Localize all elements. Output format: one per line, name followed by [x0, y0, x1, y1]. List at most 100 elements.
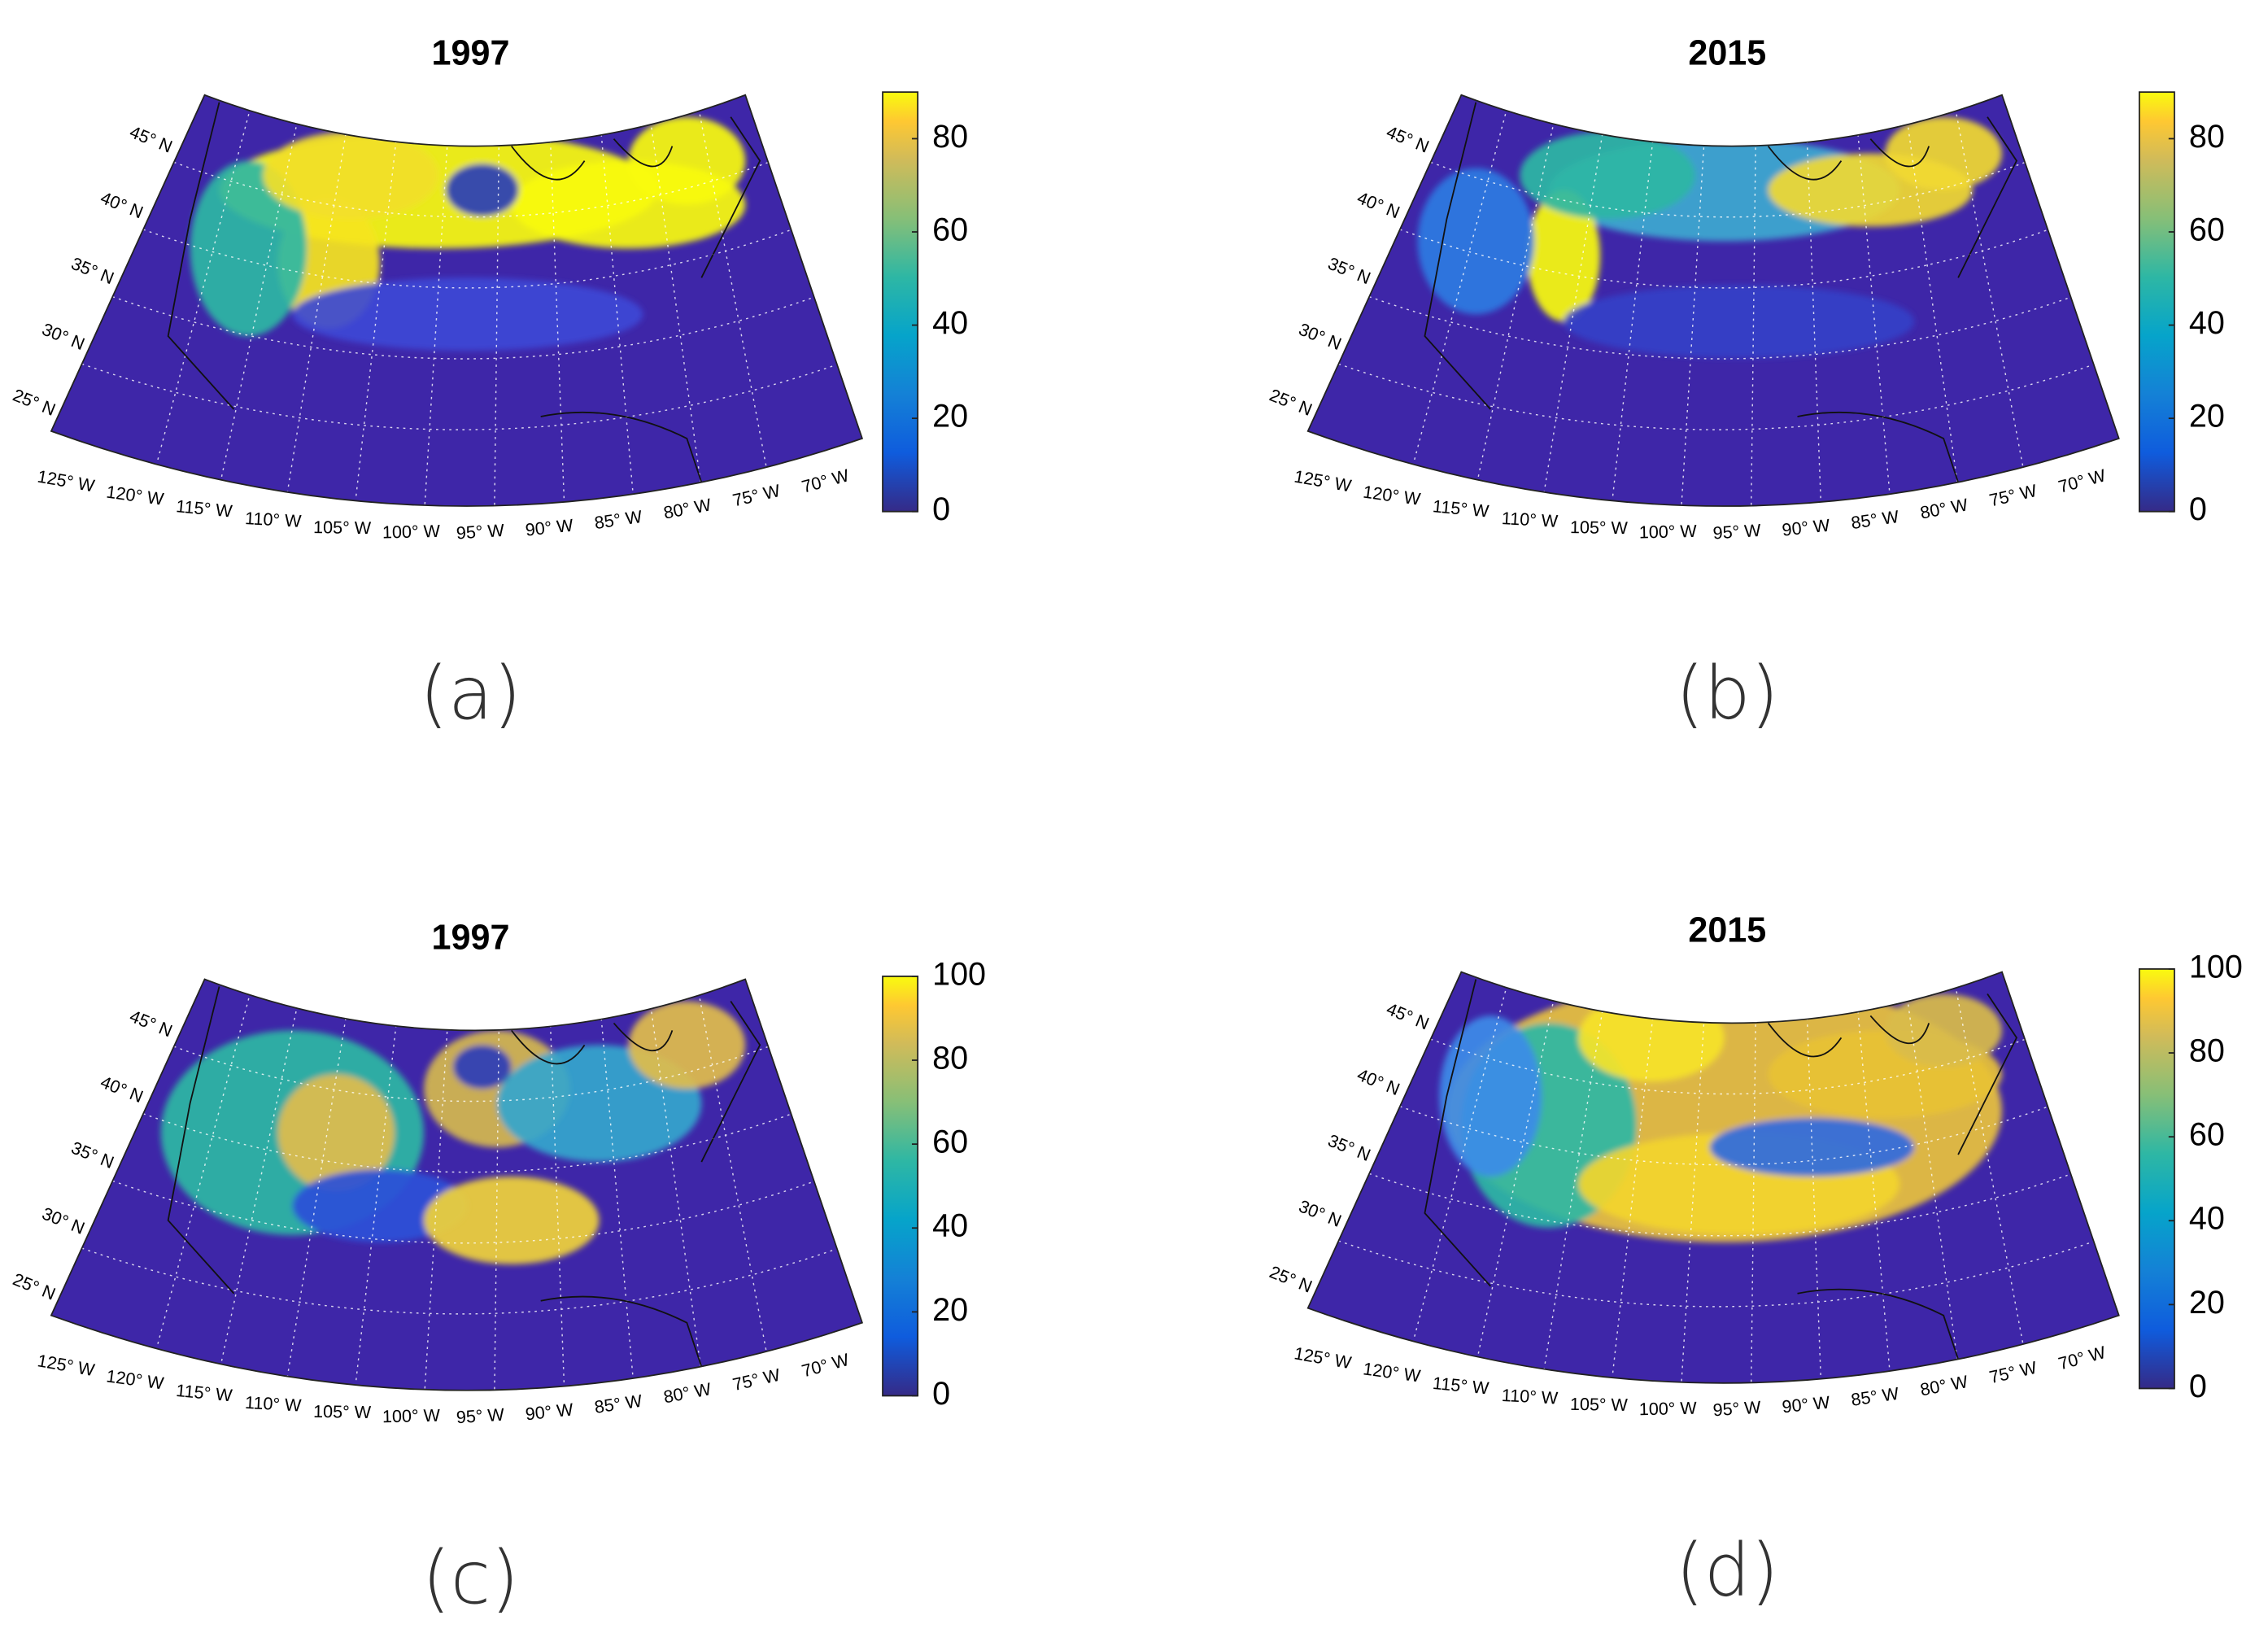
field-region: [263, 131, 438, 220]
lon-label: 90° W: [1781, 1391, 1831, 1417]
lat-label: 35° N: [68, 1137, 117, 1172]
lon-label: 80° W: [1918, 494, 1969, 522]
lat-label: 45° N: [127, 1006, 176, 1041]
lon-label: 125° W: [36, 466, 97, 496]
lat-label: 35° N: [68, 253, 117, 288]
lat-label: 40° N: [98, 1072, 146, 1107]
lon-label: 120° W: [1362, 1358, 1422, 1386]
lon-label: 70° W: [800, 465, 852, 497]
lat-label: 35° N: [1325, 253, 1374, 288]
lon-label: 105° W: [313, 517, 372, 538]
parallel: [112, 295, 816, 360]
map-field: [1417, 116, 2002, 359]
panel-label: (c): [422, 1536, 519, 1621]
panel-title: 1997: [432, 34, 510, 73]
colorbar-label: 20: [932, 1292, 968, 1328]
field-region: [1885, 116, 2002, 190]
lat-label: 40° N: [1354, 187, 1403, 222]
field-region: [452, 1045, 512, 1089]
colorbar-label: 0: [932, 1376, 950, 1412]
meridian: [1455, 94, 1560, 507]
lon-label: 115° W: [1432, 496, 1490, 522]
lon-label: 70° W: [800, 1349, 852, 1382]
lon-label: 90° W: [1781, 515, 1831, 540]
lon-label: 110° W: [244, 508, 302, 531]
lat-label: 30° N: [39, 319, 88, 354]
field-region: [1885, 993, 2002, 1068]
lon-label: 110° W: [244, 1392, 302, 1416]
colorbar-label: 60: [932, 212, 968, 247]
meridian: [198, 94, 304, 507]
map-frame: [50, 978, 864, 1391]
coastline: [167, 102, 761, 483]
field-region: [424, 1177, 600, 1264]
lon-label: 100° W: [1639, 1398, 1698, 1420]
lon-label: 90° W: [525, 1399, 575, 1424]
lon-label: 105° W: [313, 1401, 372, 1422]
panel-title: 2015: [1688, 910, 1766, 950]
colorbar-label: 40: [932, 1208, 968, 1244]
meridian: [493, 979, 500, 1391]
lat-label: 30° N: [1296, 319, 1345, 354]
colorbar-label: 0: [2189, 491, 2207, 527]
lon-label: 110° W: [1501, 508, 1559, 531]
lon-label: 105° W: [1570, 517, 1629, 538]
lon-label: 85° W: [593, 506, 644, 533]
field-region: [292, 1169, 468, 1242]
lat-label: 40° N: [1354, 1064, 1403, 1099]
lon-label: 120° W: [1362, 482, 1422, 509]
meridian: [1455, 972, 1560, 1383]
field-region: [1439, 1015, 1542, 1177]
lon-label: 90° W: [525, 515, 575, 540]
lon-label: 75° W: [1987, 1357, 2039, 1388]
lon-label: 115° W: [175, 496, 233, 522]
colorbar: [2138, 968, 2175, 1390]
meridian: [419, 979, 451, 1391]
meridian: [493, 94, 500, 507]
field-region: [628, 1001, 746, 1089]
colorbar-label: 80: [932, 119, 968, 155]
colorbar-label: 20: [2189, 1285, 2225, 1321]
colorbar-label: 80: [932, 1040, 968, 1076]
lon-label: 100° W: [382, 1405, 441, 1427]
lon-label: 125° W: [1293, 1343, 1354, 1373]
lat-label: 45° N: [1384, 998, 1433, 1033]
parallel: [112, 1180, 816, 1244]
field-region: [1564, 285, 1915, 359]
map-frame: [50, 94, 864, 507]
colorbar-label: 60: [932, 1124, 968, 1160]
field-region: [1709, 1118, 1915, 1177]
panel-label: (b): [1676, 652, 1779, 736]
meridian: [1676, 972, 1708, 1383]
panel: 1997 45° N 40° N 35° N 30° N 25° N 125° W 120° …: [10, 34, 968, 736]
coastline: [1424, 102, 2017, 483]
panel: 2015 45° N 40° N 35° N 30° N 25° N 125° W 120° …: [1267, 34, 2225, 736]
field-region: [190, 160, 307, 337]
lon-label: 70° W: [2056, 1342, 2109, 1374]
panel: 1997 45° N 40° N 35° N 30° N 25° N 125° W 120° …: [10, 918, 986, 1620]
map-field: [1439, 979, 2002, 1242]
lon-label: 85° W: [1850, 1383, 1901, 1410]
lon-label: 80° W: [662, 1378, 713, 1407]
colorbar-label: 60: [2189, 212, 2225, 247]
lon-label: 100° W: [1639, 521, 1698, 543]
parallel: [1430, 161, 2026, 218]
lon-label: 95° W: [456, 520, 505, 544]
parallel: [1368, 295, 2073, 360]
lon-label: 85° W: [1850, 506, 1901, 533]
colorbar-label: 80: [2189, 119, 2225, 155]
colorbar-label: 0: [2189, 1369, 2207, 1404]
lon-label: 80° W: [662, 494, 713, 522]
lon-label: 115° W: [175, 1380, 233, 1406]
lon-label: 80° W: [1918, 1371, 1969, 1399]
lon-label: 125° W: [1293, 466, 1354, 496]
lat-label: 35° N: [1325, 1130, 1374, 1165]
panel-label: (a): [420, 652, 521, 736]
field-region: [1527, 190, 1601, 322]
colorbar: [882, 91, 919, 513]
parallel: [173, 161, 770, 218]
parallel: [1430, 1038, 2026, 1095]
colorbar: [2138, 91, 2175, 513]
